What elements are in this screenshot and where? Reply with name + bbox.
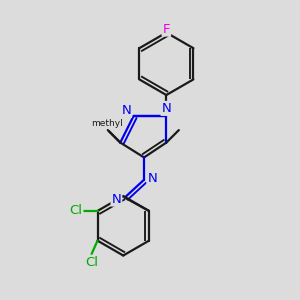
Text: F: F (163, 22, 170, 35)
Text: Cl: Cl (85, 256, 98, 269)
Text: Cl: Cl (69, 204, 82, 218)
Text: N: N (121, 104, 131, 117)
Text: N: N (161, 102, 171, 115)
Text: N: N (112, 193, 121, 206)
Text: N: N (148, 172, 157, 185)
Text: methyl: methyl (91, 119, 122, 128)
